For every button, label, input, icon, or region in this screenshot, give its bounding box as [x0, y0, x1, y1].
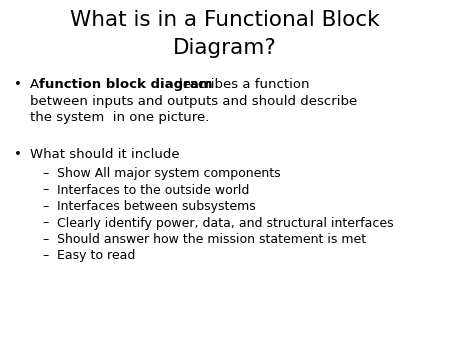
Text: A: A: [30, 78, 43, 91]
Text: What should it include: What should it include: [30, 148, 180, 161]
Text: –: –: [42, 249, 48, 263]
Text: Interfaces to the outside world: Interfaces to the outside world: [57, 184, 249, 196]
Text: Diagram?: Diagram?: [173, 38, 277, 58]
Text: function block diagram: function block diagram: [39, 78, 212, 91]
Text: •: •: [14, 78, 22, 91]
Text: describes a function: describes a function: [170, 78, 310, 91]
Text: –: –: [42, 200, 48, 213]
Text: Clearly identify power, data, and structural interfaces: Clearly identify power, data, and struct…: [57, 217, 394, 230]
Text: Should answer how the mission statement is met: Should answer how the mission statement …: [57, 233, 366, 246]
Text: •: •: [14, 148, 22, 161]
Text: What is in a Functional Block: What is in a Functional Block: [70, 10, 380, 30]
Text: –: –: [42, 217, 48, 230]
Text: –: –: [42, 184, 48, 196]
Text: Interfaces between subsystems: Interfaces between subsystems: [57, 200, 256, 213]
Text: Show All major system components: Show All major system components: [57, 167, 281, 180]
Text: Easy to read: Easy to read: [57, 249, 135, 263]
Text: the system  in one picture.: the system in one picture.: [30, 111, 209, 124]
Text: –: –: [42, 167, 48, 180]
Text: between inputs and outputs and should describe: between inputs and outputs and should de…: [30, 95, 357, 108]
Text: –: –: [42, 233, 48, 246]
